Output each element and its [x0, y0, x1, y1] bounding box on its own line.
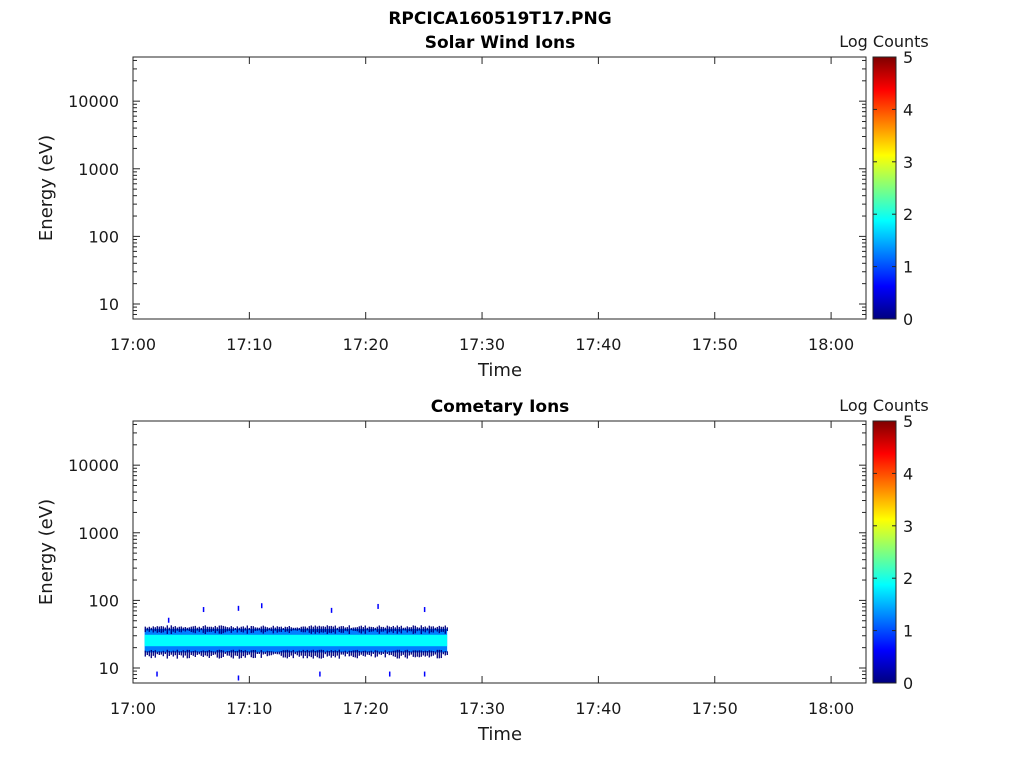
- data-point: [202, 607, 205, 613]
- y-tick-label: 10: [99, 295, 119, 314]
- x-tick-label: 17:10: [226, 699, 272, 718]
- x-tick-label: 17:00: [110, 335, 156, 354]
- data-band: [144, 634, 448, 647]
- colorbar-gradient: [872, 420, 897, 684]
- y-axis-label: Energy (eV): [36, 135, 57, 241]
- x-tick-label: 17:50: [692, 335, 738, 354]
- colorbar-tick-label: 5: [903, 412, 913, 431]
- y-tick-label: 1000: [78, 160, 119, 179]
- x-tick-label: 17:40: [575, 335, 621, 354]
- y-tick-label: 10000: [68, 456, 119, 475]
- data-point: [167, 617, 170, 623]
- data-point: [260, 603, 263, 609]
- colorbar-tick-label: 1: [903, 622, 913, 641]
- colorbar-tick-label: 1: [903, 258, 913, 277]
- x-tick-label: 17:30: [459, 335, 505, 354]
- data-point: [377, 603, 379, 609]
- panel-title: Cometary Ions: [431, 397, 570, 417]
- colorbar: Log Counts 0 1 2 3 4 5: [839, 396, 929, 693]
- x-tick-label: 17:30: [459, 699, 505, 718]
- y-tick-label: 100: [88, 591, 119, 610]
- colorbar-tick-label: 0: [903, 310, 913, 329]
- colorbar-tick-label: 5: [903, 48, 913, 67]
- colorbar-label: Log Counts: [839, 396, 929, 415]
- plot-frame: [132, 420, 867, 684]
- colorbar-tick-label: 4: [903, 464, 913, 483]
- data-point: [423, 671, 426, 677]
- x-axis-label: Time: [477, 360, 522, 381]
- band-texture: [144, 625, 448, 659]
- x-tick-label: 18:00: [808, 699, 854, 718]
- x-tick-label: 17:20: [343, 335, 389, 354]
- data-point: [237, 605, 240, 611]
- data-point: [237, 675, 240, 681]
- x-tick-label: 17:00: [110, 699, 156, 718]
- y-tick-label: 10: [99, 659, 119, 678]
- panel-2: Cometary Ions 17:00 17:10 17:20 17:30 17:40 17…: [36, 396, 929, 745]
- y-tick-label: 1000: [78, 524, 119, 543]
- colorbar-label: Log Counts: [839, 32, 929, 51]
- x-axis-label: Time: [477, 724, 522, 745]
- colorbar-tick-label: 0: [903, 674, 913, 693]
- data-point: [423, 607, 426, 613]
- x-tick-label: 17:50: [692, 699, 738, 718]
- y-tick-label: 10000: [68, 92, 119, 111]
- figure-title: RPCICA160519T17.PNG: [388, 9, 611, 29]
- data-point: [319, 671, 321, 677]
- colorbar-tick-label: 3: [903, 153, 913, 172]
- x-tick-label: 17:40: [575, 699, 621, 718]
- data-point: [330, 607, 333, 613]
- colorbar-tick-label: 2: [903, 569, 913, 588]
- panel-title: Solar Wind Ions: [425, 33, 576, 53]
- colorbar-gradient: [872, 56, 897, 320]
- x-tick-label: 17:20: [343, 699, 389, 718]
- colorbar-tick-label: 3: [903, 517, 913, 536]
- x-tick-label: 17:10: [226, 335, 272, 354]
- data-point: [156, 671, 158, 677]
- panel-1: Solar Wind Ions 17:00 17:10 17:20 17:30 17:40…: [36, 32, 929, 381]
- plot-frame: [132, 56, 867, 320]
- x-tick-label: 18:00: [808, 335, 854, 354]
- y-tick-label: 100: [88, 227, 119, 246]
- data-point: [388, 671, 391, 677]
- colorbar-tick-label: 2: [903, 205, 913, 224]
- y-axis-label: Energy (eV): [36, 499, 57, 605]
- colorbar: Log Counts 0 1 2 3 4 5: [839, 32, 929, 329]
- colorbar-tick-label: 4: [903, 100, 913, 119]
